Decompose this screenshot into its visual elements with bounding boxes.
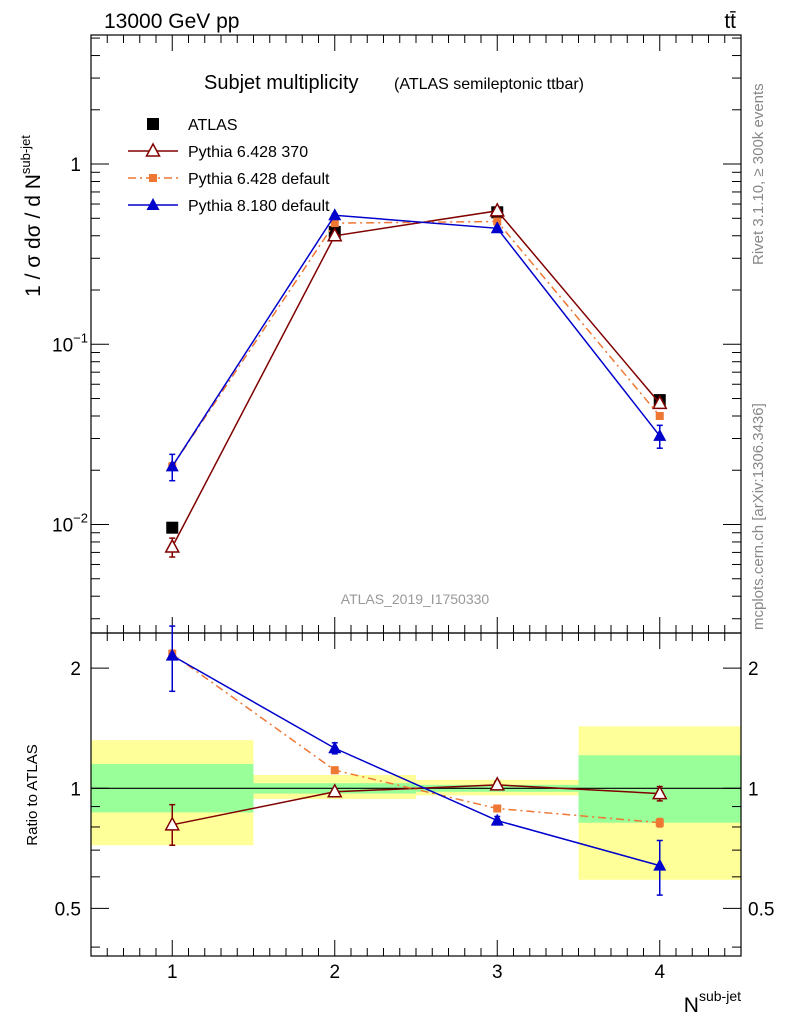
main-point-pythia-6-428-370 <box>651 394 668 410</box>
svg-text:1 / σ dσ / d Nsub-jet: 1 / σ dσ / d Nsub-jet <box>18 135 45 297</box>
ratio-y-tick-label-right: 1 <box>748 779 759 800</box>
ratio-line-pythia-8-180-default <box>171 654 660 867</box>
main-line-pythia-6-428-default <box>171 220 661 467</box>
legend-marker-pythia-8-180-default <box>146 198 160 210</box>
x-axis-label: Nsub-jet <box>684 988 741 1017</box>
legend-label-atlas: ATLAS <box>188 117 238 134</box>
ratio-y-tick-label-left: 2 <box>70 659 81 680</box>
main-point-pythia-8-180-default <box>328 208 342 221</box>
ratio-point-pythia-6-428-default <box>330 766 339 775</box>
ratio-y-tick-label-right: 2 <box>748 659 759 680</box>
ratio-point-pythia-6-428-default <box>493 804 502 813</box>
x-axis-label-sup: sub-jet <box>699 988 741 1004</box>
rivet-version-label: Rivet 3.1.10, ≥ 300k events <box>750 83 767 265</box>
legend-marker-atlas <box>147 118 159 130</box>
ratio-y-tick-label-right: 0.5 <box>748 899 774 920</box>
legend-label-pythia-6-428-370: Pythia 6.428 370 <box>188 144 308 161</box>
main-y-tick-label: 1 <box>70 155 81 176</box>
ratio-point-pythia-6-428-370 <box>164 816 181 831</box>
x-tick-label: 1 <box>167 962 178 983</box>
ratio-point-pythia-8-180-default <box>328 741 342 754</box>
ratio-y-tick-label-left: 1 <box>70 779 81 800</box>
ratio-point-pythia-6-428-default <box>655 818 664 827</box>
ratio-y-tick-label-left: 0.5 <box>55 899 81 920</box>
x-axis-label-text: N <box>684 994 699 1017</box>
ratio-line-pythia-6-428-default <box>171 653 660 824</box>
y-axis-main-label-text: 1 / σ dσ / d N <box>22 174 45 297</box>
x-tick-label: 4 <box>654 962 665 983</box>
chart-title: Subjet multiplicity <box>204 72 359 94</box>
legend-label-pythia-6-428-default: Pythia 6.428 default <box>188 171 330 188</box>
legend-label-pythia-8-180-default: Pythia 8.180 default <box>188 198 330 215</box>
y-axis-main-label: 1 / σ dσ / d Nsub-jet <box>18 135 45 297</box>
mcplots-credit-label: mcplots.cern.ch [arXiv:1306.3436] <box>750 403 767 630</box>
main-line-pythia-6-428-370 <box>171 210 661 548</box>
legend-marker-pythia-6-428-370 <box>145 142 161 157</box>
ratio-point-pythia-8-180-default <box>165 648 179 661</box>
legend-marker-pythia-6-428-default <box>149 174 157 182</box>
x-tick-label: 3 <box>492 962 503 983</box>
chart-subtitle: (ATLAS semileptonic ttbar) <box>394 76 584 93</box>
main-line-pythia-8-180-default <box>171 214 661 467</box>
main-y-tick-label: 10−1 <box>52 330 88 356</box>
main-point-pythia-6-428-default <box>655 411 664 420</box>
ratio-point-pythia-8-180-default <box>653 858 667 871</box>
main-point-pythia-8-180-default <box>165 459 179 472</box>
main-point-pythia-6-428-default <box>330 219 339 228</box>
header-energy-label: 13000 GeV pp <box>104 10 239 33</box>
main-point-pythia-6-428-370 <box>489 202 506 217</box>
main-y-tick-label: 10−2 <box>52 510 88 536</box>
ratio-point-pythia-6-428-370 <box>489 776 506 791</box>
main-point-pythia-8-180-default <box>653 428 667 441</box>
ratio-point-pythia-6-428-370 <box>326 783 343 798</box>
analysis-id-label: ATLAS_2019_I1750330 <box>341 591 490 607</box>
y-axis-ratio-label: Ratio to ATLAS <box>24 744 41 845</box>
main-point-pythia-6-428-370 <box>326 227 343 242</box>
main-point-atlas <box>166 521 179 534</box>
header-process-label: tt̄ <box>724 10 736 33</box>
ratio-line-pythia-6-428-370 <box>172 784 660 826</box>
y-axis-main-label-sup: sub-jet <box>18 135 33 174</box>
main-point-pythia-6-428-370 <box>164 538 181 553</box>
ratio-point-pythia-6-428-370 <box>651 785 668 800</box>
legend: ATLAS Pythia 6.428 370 Pythia 6.428 defaul… <box>128 117 330 215</box>
ratio-point-pythia-8-180-default <box>490 813 504 826</box>
main-point-pythia-8-180-default <box>490 221 504 234</box>
x-tick-label: 2 <box>329 962 340 983</box>
